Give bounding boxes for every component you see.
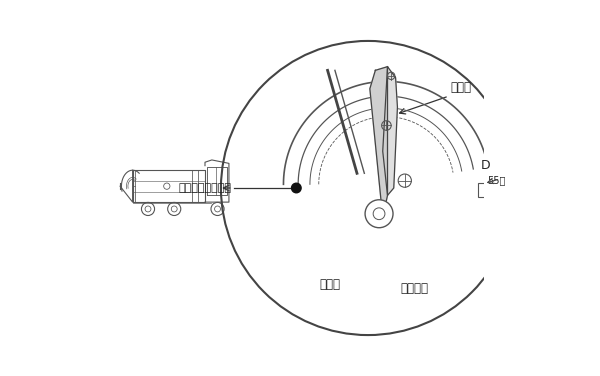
Polygon shape	[370, 67, 388, 217]
Circle shape	[292, 183, 301, 193]
Text: 押込板: 押込板	[451, 81, 472, 94]
Polygon shape	[383, 67, 397, 196]
Text: D: D	[481, 159, 490, 173]
Text: 回転板: 回転板	[319, 278, 340, 291]
Text: 55㎜: 55㎜	[488, 176, 506, 186]
Text: 挟まれていた箇所: 挟まれていた箇所	[179, 183, 232, 193]
Text: ホッパー: ホッパー	[400, 282, 428, 295]
Circle shape	[365, 200, 393, 228]
